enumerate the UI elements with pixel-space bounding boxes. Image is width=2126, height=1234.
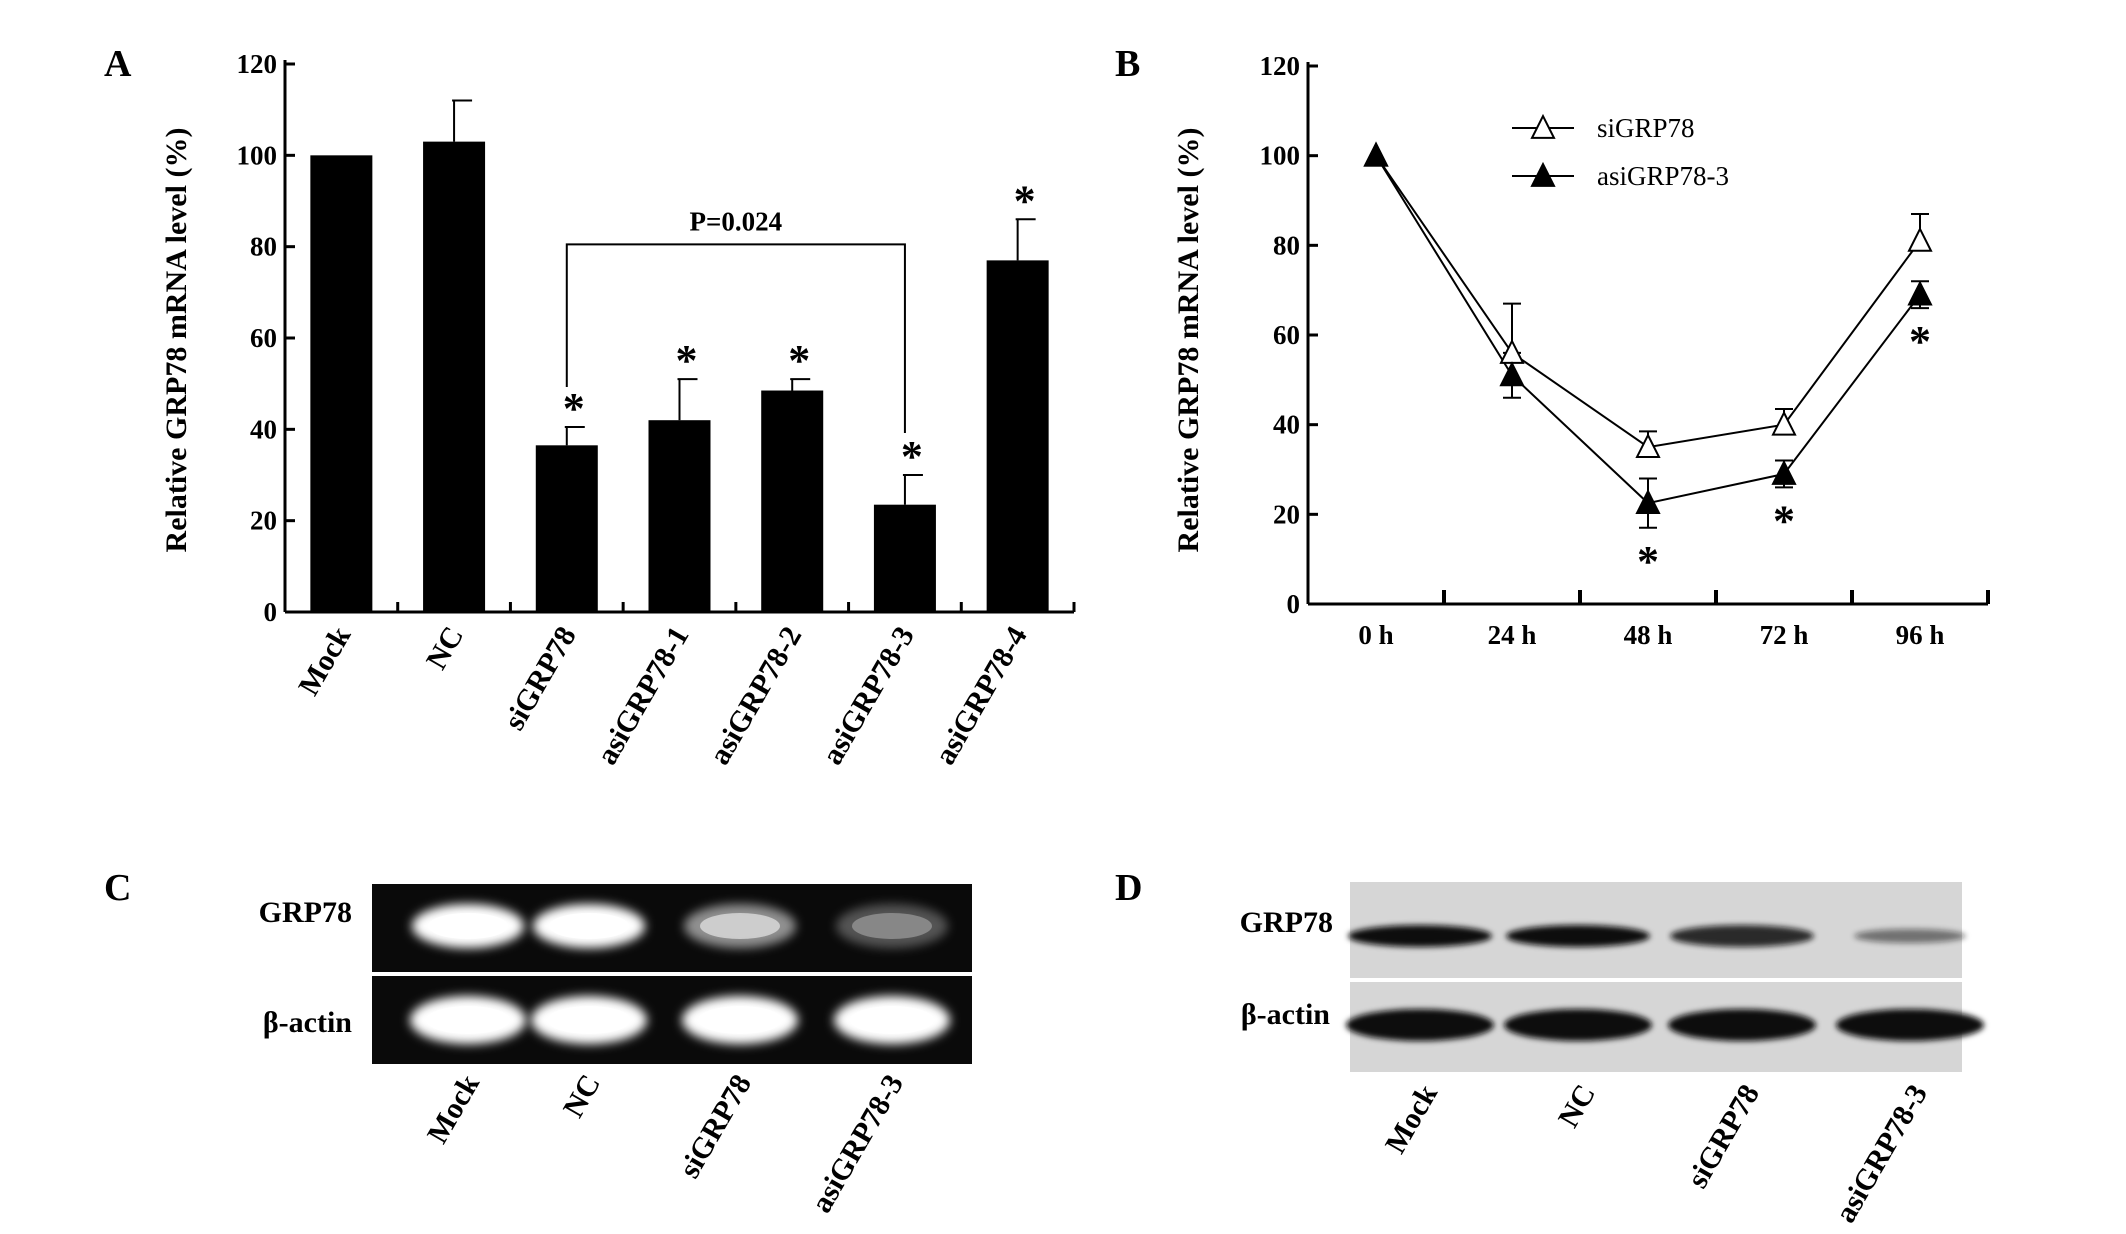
bar-nc — [423, 141, 486, 612]
gel-band-actin-core-2 — [698, 1006, 782, 1034]
rt-pcr-gel-panel-c: GRP78 β-actin Mock NC siGRP78 asiGRP78-3 — [259, 884, 972, 1218]
y-tick-label-a-2: 40 — [250, 414, 277, 444]
y-axis-label-a: Relative GRP78 mRNA level (%) — [160, 128, 193, 553]
x-tick-label-b-4: 96 h — [1896, 620, 1945, 650]
blot-d-lane-label-3: asiGRP78-3 — [1829, 1079, 1934, 1228]
category-label-a-3: asiGRP78-1 — [590, 621, 695, 770]
blot-d-label-grp78: GRP78 — [1240, 906, 1333, 939]
gel-c-label-grp78: GRP78 — [259, 896, 352, 929]
legend-label-1: asiGRP78-3 — [1597, 161, 1729, 191]
gel-c-lane-label-3: asiGRP78-3 — [805, 1069, 910, 1218]
legend-marker-1 — [1530, 161, 1556, 187]
data-point-asigrp78-3-1 — [1499, 361, 1525, 387]
significance-star-b-2: * — [1637, 537, 1659, 586]
panel-letter-c: C — [104, 867, 131, 909]
blot-d-lane-label-2: siGRP78 — [1681, 1079, 1766, 1194]
line-chart-panel-b: Relative GRP78 mRNA level (%) 0 20 40 60 80 1… — [1172, 51, 1990, 650]
x-tick-label-b-2: 48 h — [1624, 620, 1673, 650]
y-tick-label-a-0: 0 — [264, 597, 278, 627]
data-point-sigrp78-3 — [1771, 410, 1797, 436]
significance-star-a-6: * — [1014, 176, 1036, 225]
bar-sigrp78 — [535, 445, 598, 612]
comparison-bracket-a — [565, 243, 906, 433]
x-tick-label-b-0: 0 h — [1358, 620, 1393, 650]
p-value-label-a: P=0.024 — [690, 206, 783, 236]
significance-star-a-2: * — [563, 384, 585, 433]
blot-d-lane-label-0: Mock — [1379, 1079, 1444, 1159]
x-tick-label-b-1: 24 h — [1488, 620, 1537, 650]
gel-c-lane-label-0: Mock — [421, 1069, 486, 1149]
y-tick-label-b-0: 0 — [1287, 589, 1301, 619]
legend-label-0: siGRP78 — [1597, 113, 1695, 143]
gel-band-actin-core-3 — [850, 1006, 934, 1034]
gel-c-lane-label-2: siGRP78 — [673, 1069, 758, 1184]
blot-d-lane-label-1: NC — [1552, 1079, 1602, 1133]
y-tick-label-b-5: 100 — [1260, 141, 1301, 171]
bar-asigrp78-4 — [986, 260, 1049, 612]
x-tick-label-b-3: 72 h — [1760, 620, 1809, 650]
panel-letter-a: A — [104, 43, 132, 85]
data-point-asigrp78-3-2 — [1635, 489, 1661, 515]
gel-band-grp78-3 — [836, 904, 948, 948]
category-label-a-5: asiGRP78-3 — [816, 621, 921, 770]
bar-mock — [310, 155, 373, 613]
data-point-asigrp78-3-4 — [1907, 280, 1933, 306]
gel-c-label-actin: β-actin — [263, 1006, 352, 1039]
legend-marker-0 — [1530, 113, 1556, 139]
gel-c-lane-label-1: NC — [557, 1069, 607, 1123]
y-tick-label-a-6: 120 — [237, 49, 278, 79]
blot-band-actin-3 — [1836, 1009, 1984, 1041]
data-point-sigrp78-2 — [1635, 432, 1661, 458]
gel-band-grp78-core-1 — [549, 913, 629, 939]
bar-chart-panel-a: Relative GRP78 mRNA level (%) 0 20 40 60 80 1… — [160, 49, 1076, 770]
y-tick-label-a-1: 20 — [250, 506, 277, 536]
blot-band-grp78-0 — [1348, 925, 1492, 947]
significance-star-a-4: * — [788, 336, 810, 385]
panel-letter-b: B — [1115, 43, 1140, 85]
y-tick-label-b-1: 20 — [1273, 499, 1300, 529]
y-axis-label-b: Relative GRP78 mRNA level (%) — [1172, 128, 1205, 553]
blot-band-grp78-3 — [1854, 929, 1966, 943]
y-tick-label-b-4: 80 — [1273, 230, 1300, 260]
blot-band-grp78-1 — [1506, 925, 1650, 947]
blot-d-label-actin: β-actin — [1241, 998, 1330, 1031]
data-point-asigrp78-3-3 — [1771, 459, 1797, 485]
y-tick-label-b-6: 120 — [1260, 51, 1301, 81]
category-label-a-6: asiGRP78-4 — [928, 621, 1033, 770]
category-label-a-0: Mock — [292, 621, 357, 701]
bar-asigrp78-3 — [873, 504, 936, 612]
y-tick-label-a-5: 100 — [237, 140, 278, 170]
gel-band-grp78-core-2 — [700, 913, 780, 939]
y-tick-label-a-4: 80 — [250, 232, 277, 262]
y-tick-label-b-2: 40 — [1273, 410, 1300, 440]
gel-band-grp78-core-3 — [852, 913, 932, 939]
gel-band-grp78-core-0 — [428, 913, 508, 939]
category-label-a-4: asiGRP78-2 — [703, 621, 808, 770]
western-blot-panel-d: GRP78 β-actin Mock NC siGRP78 asiGRP78-3 — [1240, 882, 1984, 1228]
category-label-a-2: siGRP78 — [498, 621, 583, 736]
gel-band-actin-core-0 — [426, 1006, 510, 1034]
data-point-sigrp78-4 — [1907, 226, 1933, 252]
blot-band-grp78-2 — [1670, 925, 1814, 947]
panel-letter-d: D — [1115, 867, 1142, 909]
blot-band-actin-2 — [1668, 1009, 1816, 1041]
significance-star-a-5: * — [901, 432, 923, 481]
bar-asigrp78-2 — [761, 390, 824, 612]
category-label-a-1: NC — [420, 621, 470, 675]
blot-band-actin-1 — [1504, 1009, 1652, 1041]
y-tick-label-a-3: 60 — [250, 323, 277, 353]
significance-star-b-4: * — [1909, 317, 1931, 366]
y-tick-label-b-3: 60 — [1273, 320, 1300, 350]
data-point-asigrp78-3-0 — [1363, 141, 1389, 167]
blot-band-actin-0 — [1346, 1009, 1494, 1041]
significance-star-a-3: * — [676, 336, 698, 385]
significance-star-b-3: * — [1773, 496, 1795, 545]
bar-asigrp78-1 — [648, 420, 711, 612]
gel-band-actin-core-1 — [547, 1006, 631, 1034]
